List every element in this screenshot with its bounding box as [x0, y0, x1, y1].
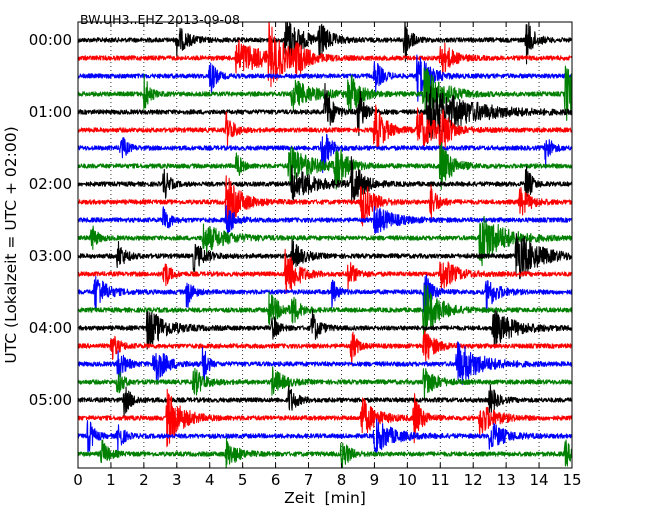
trace-0115 — [78, 104, 572, 164]
seismic-traces — [78, 22, 572, 468]
trace-0415 — [78, 330, 572, 366]
x-axis-label: Zeit [min] — [284, 489, 366, 507]
x-tick-label: 7 — [304, 471, 314, 489]
trace-0430 — [78, 341, 572, 385]
trace-0100 — [78, 82, 572, 144]
y-tick-label: 00:00 — [29, 31, 72, 49]
x-axis: 0 1 2 3 4 5 6 7 8 9 10 11 12 13 14 15 — [73, 22, 582, 489]
axes-frame — [77, 21, 573, 469]
x-tick-label: 5 — [238, 471, 248, 489]
x-tick-label: 8 — [337, 471, 347, 489]
chart-title: BW.UH3..EHZ 2013-09-08 — [80, 12, 240, 27]
trace-0300 — [78, 233, 572, 280]
trace-0545 — [78, 437, 572, 468]
trace-0015 — [78, 22, 572, 88]
x-tick-label: 0 — [73, 471, 83, 489]
x-tick-label: 13 — [497, 471, 516, 489]
y-tick-label: 01:00 — [29, 103, 72, 121]
x-tick-label: 6 — [271, 471, 281, 489]
y-tick-label: 02:00 — [29, 175, 72, 193]
x-tick-label: 4 — [205, 471, 215, 489]
x-tick-label: 9 — [370, 471, 380, 489]
x-tick-label: 15 — [562, 471, 581, 489]
y-tick-label: 04:00 — [29, 319, 72, 337]
x-tick-label: 11 — [431, 471, 450, 489]
y-axis: 00:00 01:00 02:00 03:00 04:00 05:00 — [29, 31, 572, 409]
trace-0230 — [78, 205, 572, 237]
trace-0200 — [78, 156, 572, 205]
trace-0315 — [78, 248, 572, 295]
trace-0330 — [78, 274, 572, 313]
y-tick-label: 03:00 — [29, 247, 72, 265]
y-axis-label: UTC (Lokalzeit = UTC + 02:00) — [2, 126, 20, 363]
y-tick-label: 05:00 — [29, 391, 72, 409]
trace-0130 — [78, 133, 572, 174]
trace-0445 — [78, 366, 572, 401]
x-tick-label: 14 — [530, 471, 549, 489]
trace-0400 — [78, 309, 572, 350]
x-tick-label: 10 — [398, 471, 417, 489]
trace-0515 — [78, 388, 572, 448]
trace-0345 — [78, 284, 572, 343]
x-tick-label: 2 — [139, 471, 149, 489]
x-tick-label: 3 — [172, 471, 182, 489]
trace-0530 — [78, 418, 572, 456]
trace-0500 — [78, 384, 572, 418]
trace-0145 — [78, 142, 572, 190]
x-tick-label: 1 — [106, 471, 116, 489]
trace-0215 — [78, 175, 572, 227]
trace-0030 — [78, 54, 572, 102]
trace-0245 — [78, 215, 572, 267]
trace-0000 — [78, 22, 572, 65]
x-tick-label: 12 — [464, 471, 483, 489]
